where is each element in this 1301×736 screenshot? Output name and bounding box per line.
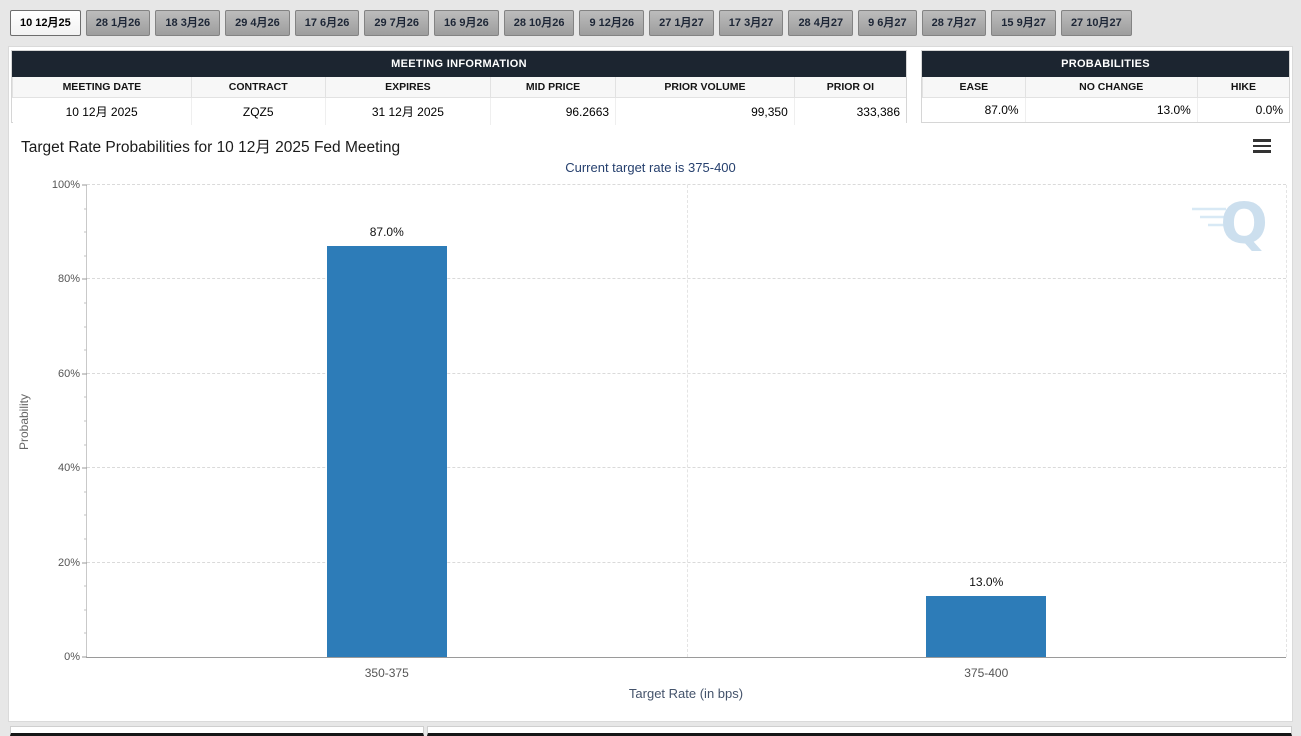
cell-mid-price: 96.2663	[490, 97, 617, 125]
cell-no-change: 13.0%	[1025, 97, 1198, 122]
main-panel: MEETING INFORMATION MEETING DATE CONTRAC…	[8, 46, 1293, 722]
next-section-preview	[10, 726, 1292, 736]
tab-meeting-date[interactable]: 27 10月27	[1060, 10, 1132, 36]
category-slot: 13.0% 375-400	[687, 185, 1287, 680]
bar-value-label: 87.0%	[369, 225, 404, 240]
cell-expires: 31 12月 2025	[325, 97, 492, 125]
table-row: 10 12月 2025 ZQZ5 31 12月 2025 96.2663 99,…	[12, 97, 906, 125]
cell-contract: ZQZ5	[191, 97, 326, 125]
tab-meeting-date[interactable]: 29 7月26	[364, 10, 430, 36]
bar-value-label: 13.0%	[969, 574, 1004, 589]
y-axis-minor-tick	[84, 396, 87, 398]
cell-prior-oi: 333,386	[794, 97, 906, 125]
col-header-mid-price: MID PRICE	[489, 77, 617, 98]
chart-title: Target Rate Probabilities for 10 12月 202…	[21, 139, 401, 156]
table-row: 87.0% 13.0% 0.0%	[922, 97, 1289, 122]
col-header-contract: CONTRACT	[190, 77, 326, 98]
col-header-ease: EASE	[922, 77, 1026, 98]
cell-meeting-date: 10 12月 2025	[12, 97, 192, 125]
x-axis-category-label: 350-375	[364, 666, 409, 680]
col-header-prior-oi: PRIOR OI	[793, 77, 906, 98]
hamburger-icon	[1253, 150, 1271, 153]
y-axis-minor-tick	[84, 349, 87, 351]
y-axis-minor-tick	[84, 632, 87, 634]
target-rate-chart: Target Rate Probabilities for 10 12月 202…	[9, 127, 1292, 717]
y-axis-tick	[82, 373, 87, 375]
probability-bar[interactable]	[326, 246, 447, 657]
y-axis-tick-label: 60%	[57, 367, 80, 380]
y-axis-tick	[82, 656, 87, 658]
y-axis-tick	[82, 184, 87, 186]
y-axis-minor-tick	[84, 231, 87, 233]
y-axis-title: Probability	[17, 393, 31, 450]
probability-bar[interactable]	[926, 595, 1047, 657]
y-axis-tick	[82, 562, 87, 564]
tab-meeting-date[interactable]: 9 6月27	[858, 10, 917, 36]
probabilities-table: PROBABILITIES EASE NO CHANGE HIKE	[921, 50, 1290, 123]
probabilities-header: PROBABILITIES	[922, 51, 1289, 77]
y-axis-tick-label: 100%	[51, 179, 80, 191]
tab-meeting-date[interactable]: 9 12月26	[579, 10, 645, 36]
chart-subtitle: Current target rate is 375-400	[565, 160, 736, 175]
tab-meeting-date[interactable]: 17 6月26	[294, 10, 360, 36]
info-tables-row: MEETING INFORMATION MEETING DATE CONTRAC…	[9, 47, 1292, 127]
col-header-expires: EXPIRES	[324, 77, 492, 98]
y-axis-tick	[82, 278, 87, 280]
col-header-no-change: NO CHANGE	[1024, 77, 1198, 98]
y-axis-minor-tick	[84, 255, 87, 257]
tab-meeting-date[interactable]: 28 7月27	[921, 10, 987, 36]
next-section-left-panel	[10, 726, 424, 736]
plot-area: Q 0% 20% 40% 60% 80% 100% 87.0% 350-375 13.0% 375…	[52, 179, 1287, 680]
tab-meeting-date[interactable]: 28 1月26	[85, 10, 151, 36]
col-header-prior-volume: PRIOR VOLUME	[615, 77, 795, 98]
y-axis-minor-tick	[84, 585, 87, 587]
y-axis-minor-tick	[84, 208, 87, 210]
y-axis-tick	[82, 467, 87, 469]
tab-meeting-date[interactable]: 29 4月26	[225, 10, 290, 36]
tab-meeting-date[interactable]: 17 3月27	[718, 10, 784, 36]
y-axis-minor-tick	[84, 420, 87, 422]
col-header-hike: HIKE	[1196, 77, 1289, 98]
chart-menu-button[interactable]	[1252, 138, 1274, 156]
meeting-info-table: MEETING INFORMATION MEETING DATE CONTRAC…	[11, 50, 907, 125]
tab-meeting-date[interactable]: 18 3月26	[155, 10, 221, 36]
tab-meeting-date[interactable]: 16 9月26	[434, 10, 499, 36]
hamburger-icon	[1253, 144, 1271, 147]
category-slot: 87.0% 350-375	[87, 185, 687, 680]
tab-meeting-date[interactable]: 27 1月27	[649, 10, 714, 36]
tab-meeting-date[interactable]: 15 9月27	[991, 10, 1056, 36]
y-axis-minor-tick	[84, 609, 87, 611]
y-axis-tick-label: 80%	[57, 273, 80, 286]
y-axis-tick-label: 0%	[64, 651, 80, 663]
cell-prior-volume: 99,350	[615, 97, 795, 125]
hamburger-icon	[1253, 139, 1271, 142]
col-header-meeting-date: MEETING DATE	[12, 77, 192, 98]
y-axis-tick-label: 20%	[57, 556, 80, 569]
y-axis-minor-tick	[84, 302, 87, 304]
x-axis-title: Target Rate (in bps)	[628, 686, 744, 701]
meeting-date-tab-bar: 10 12月25 28 1月26 18 3月26 29 4月26 17 6月26…	[10, 10, 1297, 37]
y-axis-tick-label: 40%	[57, 462, 80, 475]
y-axis-minor-tick	[84, 538, 87, 540]
y-gridline	[87, 184, 1286, 185]
tab-meeting-date[interactable]: 10 12月25	[10, 10, 81, 36]
y-axis-minor-tick	[84, 491, 87, 493]
cell-hike: 0.0%	[1197, 97, 1289, 122]
x-gridline	[1286, 185, 1287, 657]
meeting-info-header: MEETING INFORMATION	[12, 51, 906, 77]
next-section-right-panel	[427, 726, 1292, 736]
cell-ease: 87.0%	[922, 97, 1026, 122]
y-axis-minor-tick	[84, 514, 87, 516]
x-gridline	[686, 185, 688, 657]
tab-meeting-date[interactable]: 28 4月27	[788, 10, 854, 36]
y-axis-minor-tick	[84, 444, 87, 446]
y-axis-minor-tick	[84, 326, 87, 328]
tab-meeting-date[interactable]: 28 10月26	[503, 10, 575, 36]
x-axis-category-label: 375-400	[964, 666, 1009, 680]
